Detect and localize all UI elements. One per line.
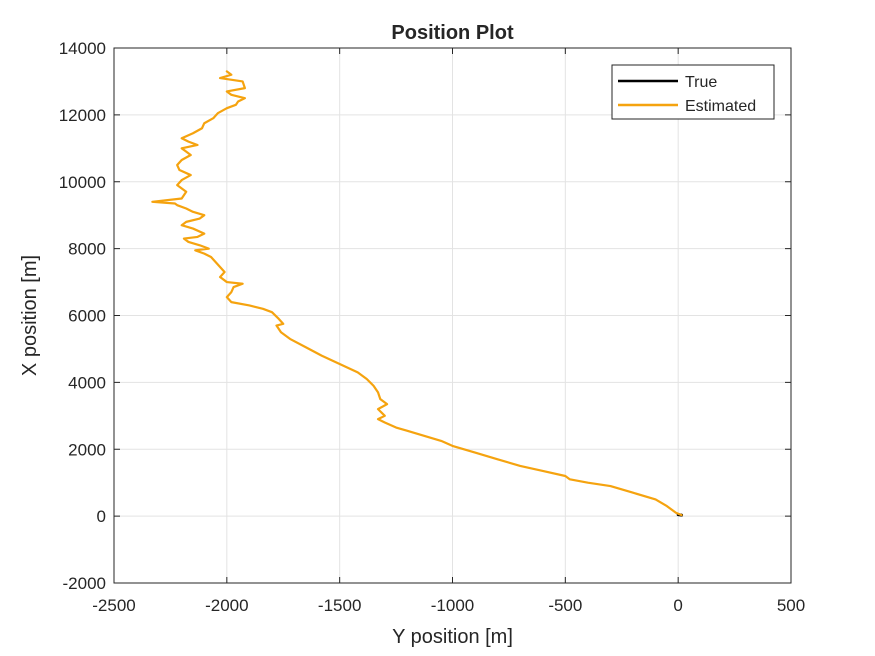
y-tick-label: 8000 [68,240,106,259]
legend: True Estimated [611,64,775,120]
y-tick-label: 4000 [68,373,106,392]
x-tick-label: -2500 [92,596,135,615]
y-tick-label: 6000 [68,307,106,326]
x-tick-label: -1500 [318,596,361,615]
legend-label-estimated: Estimated [685,98,756,115]
y-tick-label: 12000 [59,106,106,125]
x-tick-label: 500 [777,596,805,615]
y-tick-label: 0 [97,507,106,526]
y-tick-label: -2000 [63,574,106,593]
legend-box [611,64,775,120]
y-tick-labels: -2000 0 2000 4000 6000 8000 10000 12000 14000 [59,39,106,593]
x-tick-label: -500 [548,596,582,615]
chart-title: Position Plot [391,22,514,44]
ticks [113,47,792,584]
legend-label-true: True [685,74,717,91]
series-layer [151,70,684,517]
y-tick-label: 14000 [59,39,106,58]
x-tick-label: 0 [673,596,682,615]
y-tick-label: 2000 [68,440,106,459]
y-axis-label: X position [m] [19,255,41,376]
x-tick-label: -2000 [205,596,248,615]
x-axis-label: Y position [m] [392,626,513,648]
series-line-estimated [151,70,683,517]
x-tick-label: -1000 [431,596,474,615]
x-tick-labels: -2500 -2000 -1500 -1000 -500 0 500 [92,596,805,615]
y-tick-label: 10000 [59,173,106,192]
